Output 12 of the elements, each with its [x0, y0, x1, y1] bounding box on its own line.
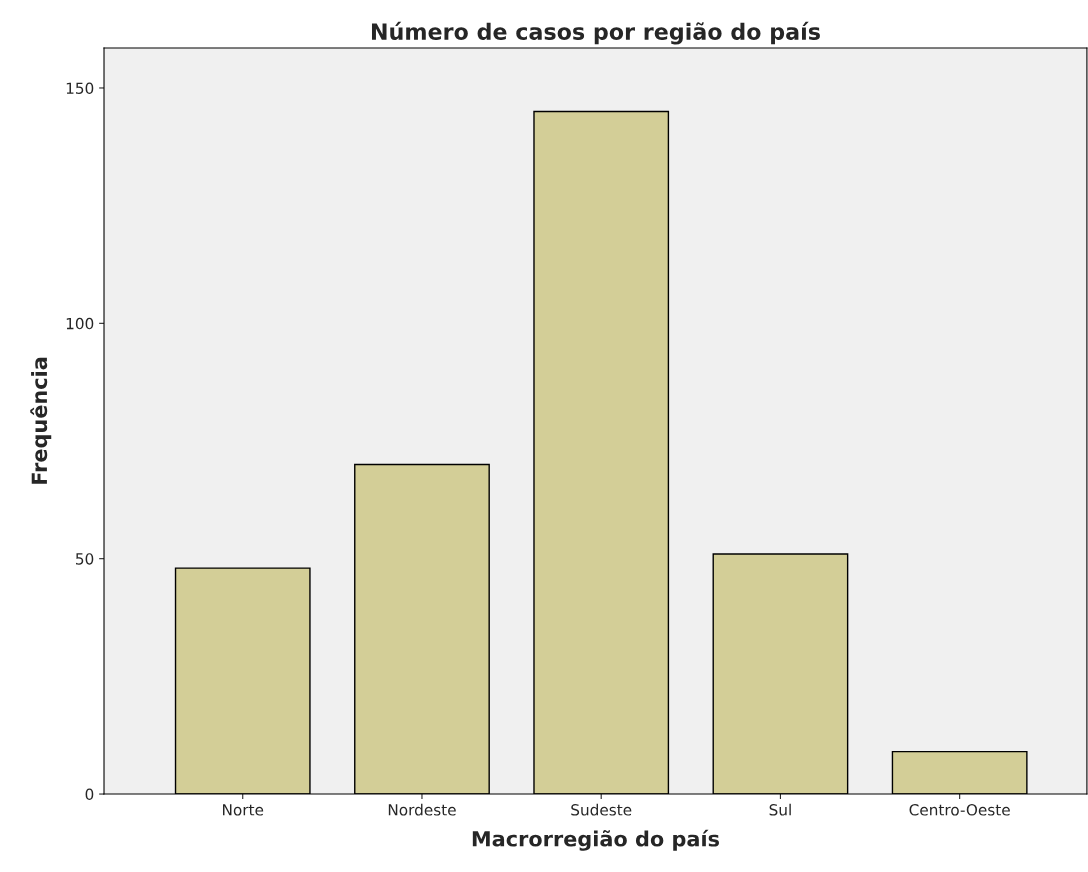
- y-tick-label: 100: [66, 317, 94, 330]
- y-tick-label: 150: [66, 82, 94, 94]
- chart-title: Número de casos por região do país: [371, 21, 820, 45]
- x-axis-title: Macrorregião do país: [472, 829, 720, 851]
- y-tick-label: 0: [85, 788, 94, 801]
- x-tick-label: Norte: [223, 804, 264, 816]
- x-tick-label: Nordeste: [388, 803, 456, 816]
- y-axis-title: Frequência: [30, 357, 52, 484]
- y-tick-label: 50: [76, 553, 94, 565]
- x-tick-label: Sudeste: [571, 803, 632, 816]
- x-tick-label: Sul: [769, 803, 791, 816]
- x-tick-label: Centro-Oeste: [909, 804, 1010, 816]
